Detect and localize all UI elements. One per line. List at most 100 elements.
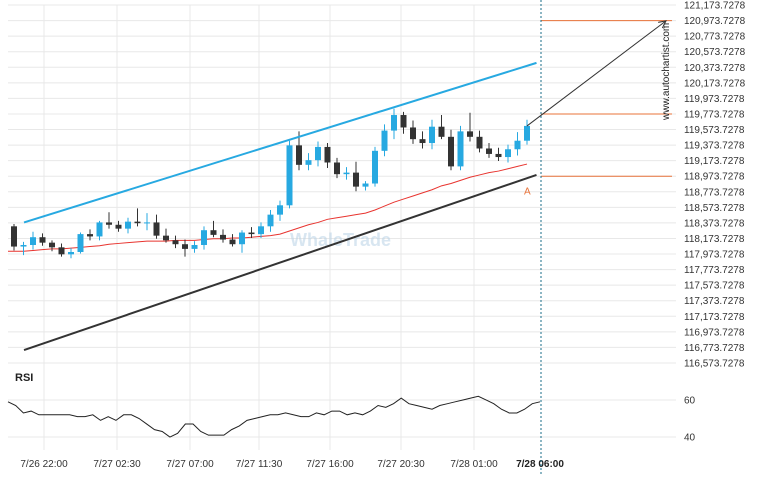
candle-body <box>467 131 473 137</box>
candle <box>210 220 217 238</box>
candle-body <box>305 160 312 165</box>
candle <box>524 119 530 145</box>
candle-body <box>220 234 226 240</box>
y-axis-ticks: 121,173.7278 120,973.7278 120,773.7278 120,… <box>684 1 746 370</box>
channel-upper-line <box>23 61 537 224</box>
candle-body <box>30 237 36 245</box>
candle <box>419 131 426 149</box>
candle <box>58 243 65 257</box>
candle <box>201 226 207 250</box>
candle-body <box>20 244 27 247</box>
y-tick-label: 116,573.7278 <box>684 359 745 370</box>
candle-body <box>182 244 188 249</box>
y-tick-label: 116,773.7278 <box>684 343 745 354</box>
candle <box>239 230 245 253</box>
candle <box>220 229 226 243</box>
candle <box>343 167 350 180</box>
candle <box>182 239 188 257</box>
candle <box>353 161 359 192</box>
candles <box>11 108 530 259</box>
candle <box>30 231 36 250</box>
candle-body <box>39 237 46 243</box>
candle <box>163 228 169 243</box>
channel-lower-line <box>23 174 537 352</box>
candle-body <box>134 221 141 224</box>
candle-body <box>476 136 483 149</box>
candle <box>457 125 464 171</box>
candle <box>20 241 27 256</box>
candle <box>87 229 93 241</box>
candle <box>258 222 264 238</box>
candle-body <box>210 230 217 235</box>
x-tick-label: 7/26 22:00 <box>20 459 68 470</box>
candle-body <box>286 145 293 206</box>
candle <box>68 248 74 259</box>
candle-body <box>381 130 388 151</box>
candle-body <box>11 226 17 247</box>
candle <box>438 115 445 140</box>
y-tick-label: 120,973.7278 <box>684 16 746 27</box>
candle-body <box>248 232 255 235</box>
point-a-label: A <box>524 186 531 197</box>
x-axis-ticks: 7/26 22:00 7/27 02:30 7/27 07:00 7/27 11:30… <box>20 459 564 470</box>
watermark-side: www.autochartist.com <box>661 23 672 121</box>
candle-body <box>457 131 464 167</box>
candle <box>49 240 55 252</box>
level-lines <box>541 20 672 177</box>
grid-lines <box>8 4 676 450</box>
candle-body <box>296 145 302 165</box>
candle-body <box>391 115 397 131</box>
candle <box>191 241 198 253</box>
candle <box>229 234 236 247</box>
candle <box>153 214 160 239</box>
candle-body <box>334 162 340 175</box>
candle-body <box>87 234 93 237</box>
candle <box>495 147 502 161</box>
candle-body <box>419 139 426 144</box>
candle-body <box>258 226 264 235</box>
y-tick-label: 119,373.7278 <box>684 141 745 152</box>
y-tick-label: 120,173.7278 <box>684 78 746 89</box>
y-tick-label: 119,573.7278 <box>684 125 745 136</box>
candle <box>172 235 179 249</box>
candle-body <box>115 224 122 229</box>
y-tick-label: 117,373.7278 <box>684 296 745 307</box>
watermark-text: WhaleTrade <box>290 230 391 250</box>
y-tick-label: 120,573.7278 <box>684 47 746 58</box>
candle <box>39 233 46 246</box>
y-tick-label: 121,173.7278 <box>684 1 746 12</box>
projection-arrow <box>526 20 667 127</box>
rsi-line <box>7 395 541 438</box>
candle <box>11 223 17 251</box>
candle <box>248 227 255 238</box>
x-tick-label: 7/27 16:00 <box>306 459 354 470</box>
candle-body <box>429 126 435 144</box>
candle-body <box>438 126 445 137</box>
projection-arrow-line <box>526 20 667 127</box>
candle <box>448 129 454 171</box>
candle-body <box>68 251 74 255</box>
candle-body <box>400 115 407 128</box>
candle-body <box>58 247 65 255</box>
y-tick-label: 117,973.7278 <box>684 250 745 261</box>
candle-body <box>486 148 492 154</box>
candle-body <box>514 140 521 150</box>
candle-body <box>410 127 416 140</box>
candle <box>134 208 141 227</box>
trend-channel <box>23 61 537 352</box>
candle-body <box>153 222 160 236</box>
candle-body <box>448 136 454 167</box>
y-tick-label: 118,173.7278 <box>684 234 745 245</box>
y-tick-label: 117,173.7278 <box>684 312 745 323</box>
candle <box>305 153 312 171</box>
candle-body <box>505 149 511 158</box>
projection-arrowhead <box>658 20 667 29</box>
candle-body <box>277 205 283 215</box>
y-tick-label: 119,173.7278 <box>684 156 745 167</box>
candle-body <box>49 242 55 248</box>
candle-body <box>524 125 530 141</box>
candle-body <box>191 244 198 249</box>
y-tick-label: 118,773.7278 <box>684 187 745 198</box>
candle-body <box>125 221 131 229</box>
